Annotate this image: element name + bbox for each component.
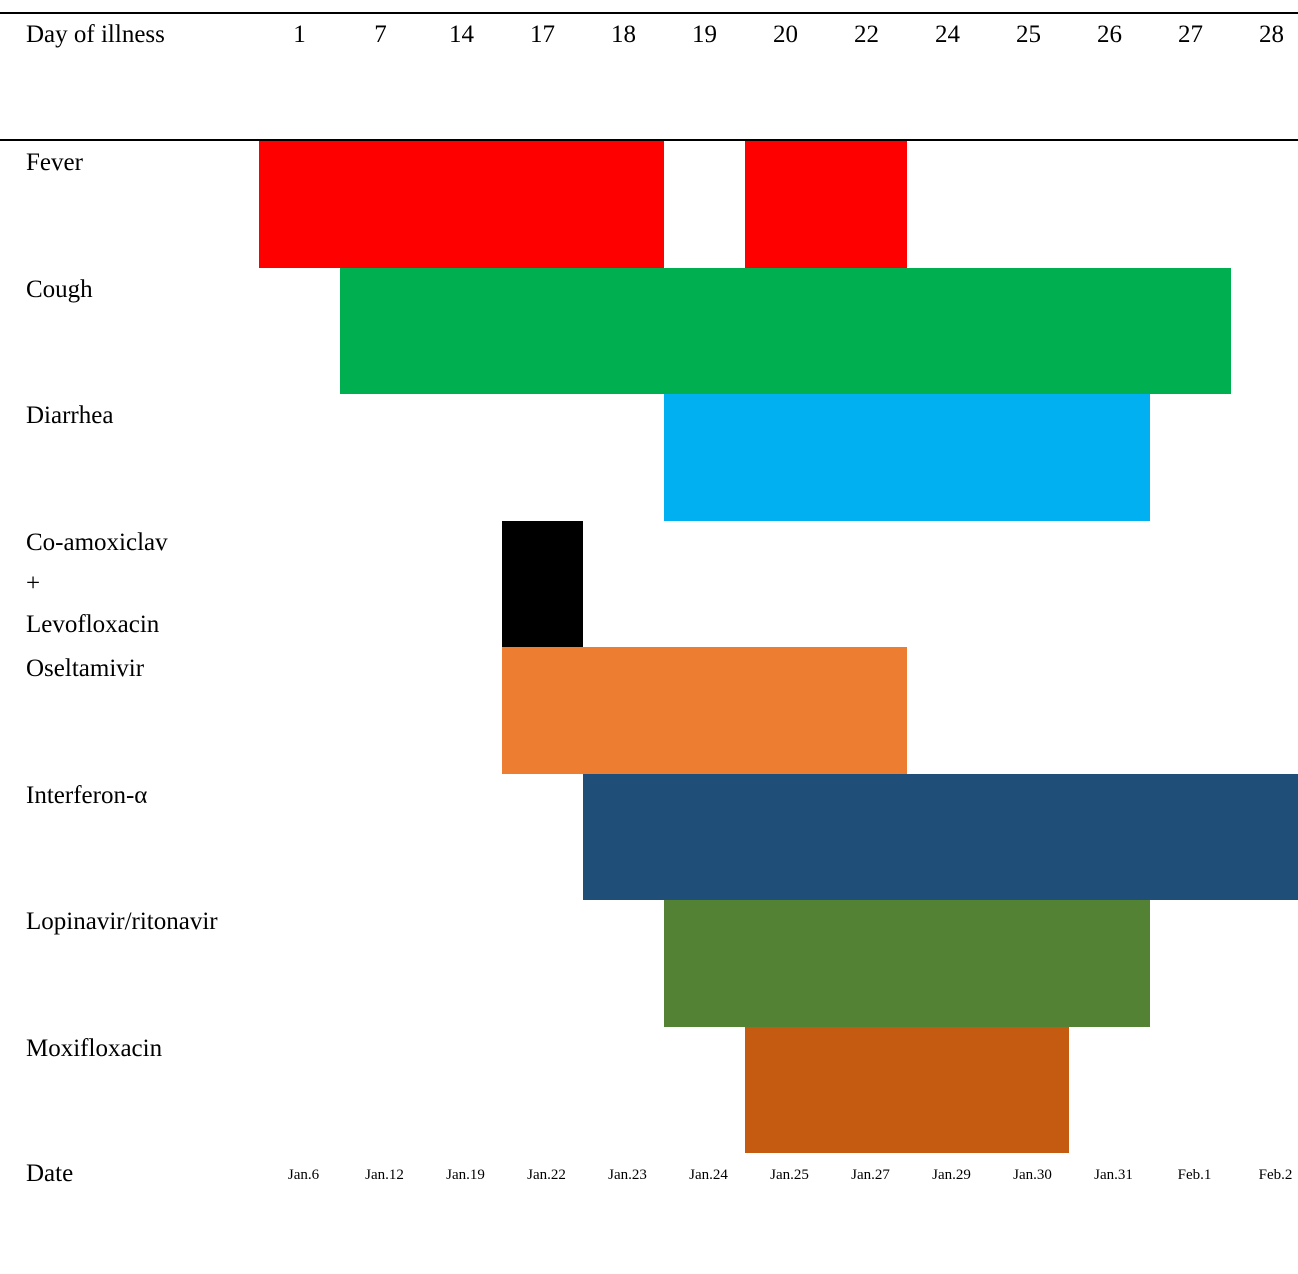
- row-label-line: Co-amoxiclav: [26, 528, 168, 556]
- date-tick-jan-24: Jan.24: [689, 1167, 728, 1183]
- row-label-interferon: Interferon-α: [26, 782, 147, 823]
- date-tick-jan-12: Jan.12: [365, 1167, 404, 1183]
- bar-lopinavir-ritonavir-1: [664, 900, 1150, 1027]
- date-tick-jan-23: Jan.23: [608, 1167, 647, 1183]
- bar-fever-1: [259, 141, 664, 268]
- day-tick-22: 22: [854, 21, 879, 48]
- date-tick-feb-1: Feb.1: [1177, 1167, 1212, 1183]
- date-tick-jan-6: Jan.6: [287, 1167, 320, 1183]
- day-tick-18: 18: [611, 21, 636, 48]
- bar-diarrhea-1: [664, 394, 1150, 521]
- day-tick-26: 26: [1097, 21, 1122, 48]
- day-tick-24: 24: [935, 21, 960, 48]
- row-label-line: Lopinavir/ritonavir: [26, 908, 218, 935]
- row-label-line: Cough: [26, 275, 93, 303]
- row-label-line: +: [26, 569, 41, 597]
- date-label: Date: [26, 1160, 74, 1187]
- row-label-line: Diarrhea: [26, 402, 114, 429]
- day-tick-28: 28: [1259, 21, 1284, 48]
- day-tick-25: 25: [1016, 21, 1041, 48]
- row-label-line: Moxifloxacin: [26, 1034, 163, 1062]
- day-tick-20: 20: [773, 21, 798, 48]
- day-of-illness-label: Day of illness: [26, 21, 165, 48]
- date-tick-jan-22: Jan.22: [527, 1167, 566, 1183]
- row-label-moxifloxacin: Moxifloxacin: [26, 1035, 162, 1076]
- date-tick-jan-30: Jan.30: [1013, 1167, 1052, 1183]
- bar-cough-1: [340, 267, 1231, 394]
- date-tick-feb-2: Feb.2: [1258, 1167, 1293, 1183]
- day-tick-19: 19: [692, 21, 717, 48]
- date-tick-jan-27: Jan.27: [851, 1167, 890, 1183]
- row-label-line: Levofloxacin: [26, 610, 160, 638]
- day-tick-17: 17: [530, 21, 555, 48]
- row-label-line: Interferon-α: [26, 781, 148, 809]
- row-label-co-amoxiclav-levofloxacin: Co-amoxiclav + Levofloxacin: [26, 529, 168, 652]
- bar-interferon-1: [583, 773, 1298, 900]
- date-tick-jan-29: Jan.29: [932, 1167, 971, 1183]
- date-tick-jan-19: Jan.19: [446, 1167, 485, 1183]
- day-tick-27: 27: [1178, 21, 1203, 48]
- row-label-line: Oseltamivir: [26, 655, 145, 682]
- day-tick-7: 7: [374, 21, 387, 48]
- row-label-fever: Fever: [26, 149, 83, 190]
- row-label-diarrhea: Diarrhea: [26, 402, 113, 443]
- date-tick-jan-31: Jan.31: [1094, 1167, 1133, 1183]
- bar-oseltamivir-1: [502, 647, 907, 774]
- row-label-cough: Cough: [26, 276, 93, 317]
- bar-moxifloxacin-1: [745, 1026, 1069, 1153]
- row-label-line: Fever: [26, 149, 83, 176]
- day-tick-1: 1: [293, 21, 306, 48]
- row-label-lopinavir-ritonavir: Lopinavir/ritonavir: [26, 908, 218, 949]
- bar-fever-2: [745, 141, 907, 268]
- date-tick-jan-25: Jan.25: [770, 1167, 809, 1183]
- day-tick-14: 14: [449, 21, 474, 48]
- row-label-oseltamivir: Oseltamivir: [26, 655, 144, 696]
- bar-co-amoxiclav-levofloxacin-1: [502, 520, 583, 647]
- header-rule: [0, 139, 1298, 141]
- top-rule: [0, 12, 1298, 14]
